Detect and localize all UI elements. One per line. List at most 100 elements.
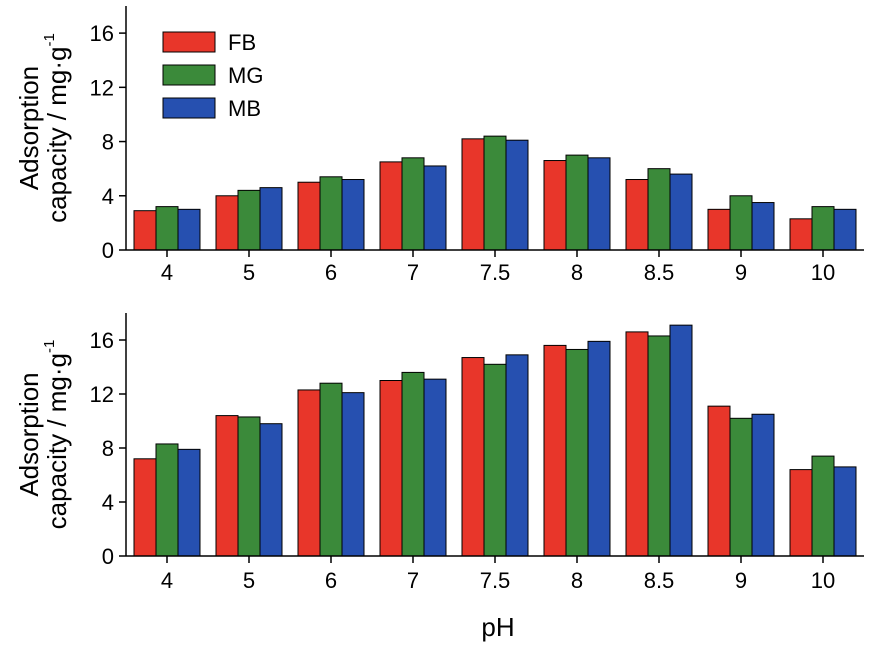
x-tick-label: 4 — [161, 260, 173, 285]
bar-fb-ph-6 — [297, 181, 321, 251]
bar-mb-ph-8 — [587, 340, 611, 557]
bar-mb-ph-5 — [259, 187, 283, 251]
bar-mb-ph-9 — [751, 413, 775, 557]
chart-panel-bottom: 0 4 8 12 16 4 5 6 7 7.5 8 8.5 9 10 Adsorptioncapacity … — [14, 313, 864, 593]
y-tick-label: 0 — [102, 238, 114, 263]
y-axis-title-line2: capacity / mg·g — [42, 47, 72, 223]
x-axis-title: pH — [481, 612, 514, 642]
y-tick-label: 4 — [102, 490, 114, 515]
bar-mg-ph-7 — [401, 157, 425, 251]
chart-panel-top: 0 4 8 12 16 4 5 6 7 7.5 8 8.5 9 10 Adsorptioncapacity … — [14, 6, 864, 285]
x-tick-label: 6 — [325, 568, 337, 593]
bar-mb-ph-7_5 — [505, 139, 529, 251]
bar-mb-ph-7_5 — [505, 354, 529, 557]
y-axis-title-superscript: -1 — [41, 340, 58, 353]
y-tick-label: 12 — [90, 382, 114, 407]
legend-swatch-fb — [162, 31, 216, 53]
bar-mb-ph-8_5 — [669, 324, 693, 557]
bar-mg-ph-10 — [811, 455, 835, 557]
legend-swatch-mg — [162, 64, 216, 86]
bar-mg-ph-7 — [401, 371, 425, 557]
bar-mb-ph-4 — [177, 208, 201, 251]
legend-swatch-mb — [162, 97, 216, 119]
bar-mg-ph-7_5 — [483, 363, 507, 557]
bar-fb-ph-7 — [379, 380, 403, 557]
bar-mg-ph-10 — [811, 206, 835, 251]
x-tick-label: 9 — [735, 568, 747, 593]
bar-mg-ph-4 — [155, 206, 179, 251]
y-tick-label: 12 — [90, 75, 114, 100]
bar-fb-ph-10 — [789, 469, 813, 557]
y-tick-label: 8 — [102, 436, 114, 461]
x-tick-label: 8 — [571, 568, 583, 593]
x-tick-label: 7.5 — [480, 260, 511, 285]
bar-fb-ph-7_5 — [461, 138, 485, 251]
bar-mg-ph-8 — [565, 348, 589, 557]
x-tick-label: 8.5 — [644, 568, 675, 593]
bar-fb-ph-7 — [379, 161, 403, 251]
bar-mb-ph-7 — [423, 378, 447, 557]
bar-mg-ph-8_5 — [647, 168, 671, 251]
x-tick-label: 5 — [243, 260, 255, 285]
x-tick-label: 10 — [811, 568, 835, 593]
bar-fb-ph-7_5 — [461, 357, 485, 557]
bar-fb-ph-8_5 — [625, 331, 649, 557]
legend-label-fb: FB — [228, 30, 256, 55]
bar-fb-ph-9 — [707, 405, 731, 557]
bar-mg-ph-6 — [319, 176, 343, 251]
x-tick-label: 10 — [811, 260, 835, 285]
bar-mb-ph-5 — [259, 423, 283, 557]
bar-mg-ph-9 — [729, 195, 753, 251]
bar-mg-ph-7_5 — [483, 135, 507, 251]
legend: FB MG MB — [162, 30, 263, 121]
x-tick-label: 6 — [325, 260, 337, 285]
bar-fb-ph-8_5 — [625, 179, 649, 251]
bar-mg-ph-9 — [729, 417, 753, 557]
bar-fb-ph-5 — [215, 195, 239, 251]
x-tick-label: 7 — [407, 568, 419, 593]
x-tick-label: 8 — [571, 260, 583, 285]
bar-mb-ph-7 — [423, 165, 447, 251]
y-axis-title-line1: Adsorption — [14, 66, 44, 190]
bar-fb-ph-10 — [789, 218, 813, 251]
bar-mb-ph-10 — [833, 208, 857, 251]
bar-mb-ph-10 — [833, 466, 857, 557]
y-axis-title: Adsorptioncapacity / mg·g-1 — [14, 340, 72, 530]
bar-fb-ph-4 — [133, 210, 157, 251]
x-tick-label: 8.5 — [644, 260, 675, 285]
y-tick-label: 16 — [90, 328, 114, 353]
bar-fb-ph-8 — [543, 344, 567, 557]
x-tick-label: 4 — [161, 568, 173, 593]
bar-mg-ph-5 — [237, 189, 261, 251]
bar-mb-ph-8_5 — [669, 173, 693, 251]
bar-mg-ph-5 — [237, 416, 261, 557]
y-tick-label: 8 — [102, 130, 114, 155]
y-axis-title-line1: Adsorption — [14, 372, 44, 496]
bar-fb-ph-8 — [543, 160, 567, 251]
y-axis-title-superscript: -1 — [41, 33, 58, 46]
bar-mb-ph-6 — [341, 179, 365, 251]
y-axis-title-line2: capacity / mg·g — [42, 353, 72, 529]
x-tick-label: 7.5 — [480, 568, 511, 593]
bar-mb-ph-6 — [341, 392, 365, 557]
legend-label-mg: MG — [228, 63, 263, 88]
y-axis-title: Adsorptioncapacity / mg·g-1 — [14, 33, 72, 223]
bar-mb-ph-9 — [751, 202, 775, 251]
legend-label-mb: MB — [228, 96, 261, 121]
x-tick-label: 9 — [735, 260, 747, 285]
y-tick-label: 4 — [102, 184, 114, 209]
bar-fb-ph-6 — [297, 389, 321, 557]
bar-mb-ph-4 — [177, 448, 201, 557]
bar-mg-ph-4 — [155, 443, 179, 557]
bar-fb-ph-9 — [707, 208, 731, 251]
y-tick-label: 16 — [90, 21, 114, 46]
bar-mg-ph-8_5 — [647, 335, 671, 557]
bar-mb-ph-8 — [587, 157, 611, 251]
bar-fb-ph-4 — [133, 458, 157, 557]
x-tick-label: 5 — [243, 568, 255, 593]
y-tick-label: 0 — [102, 544, 114, 569]
bar-mg-ph-8 — [565, 154, 589, 251]
bar-mg-ph-6 — [319, 382, 343, 557]
bar-fb-ph-5 — [215, 415, 239, 557]
